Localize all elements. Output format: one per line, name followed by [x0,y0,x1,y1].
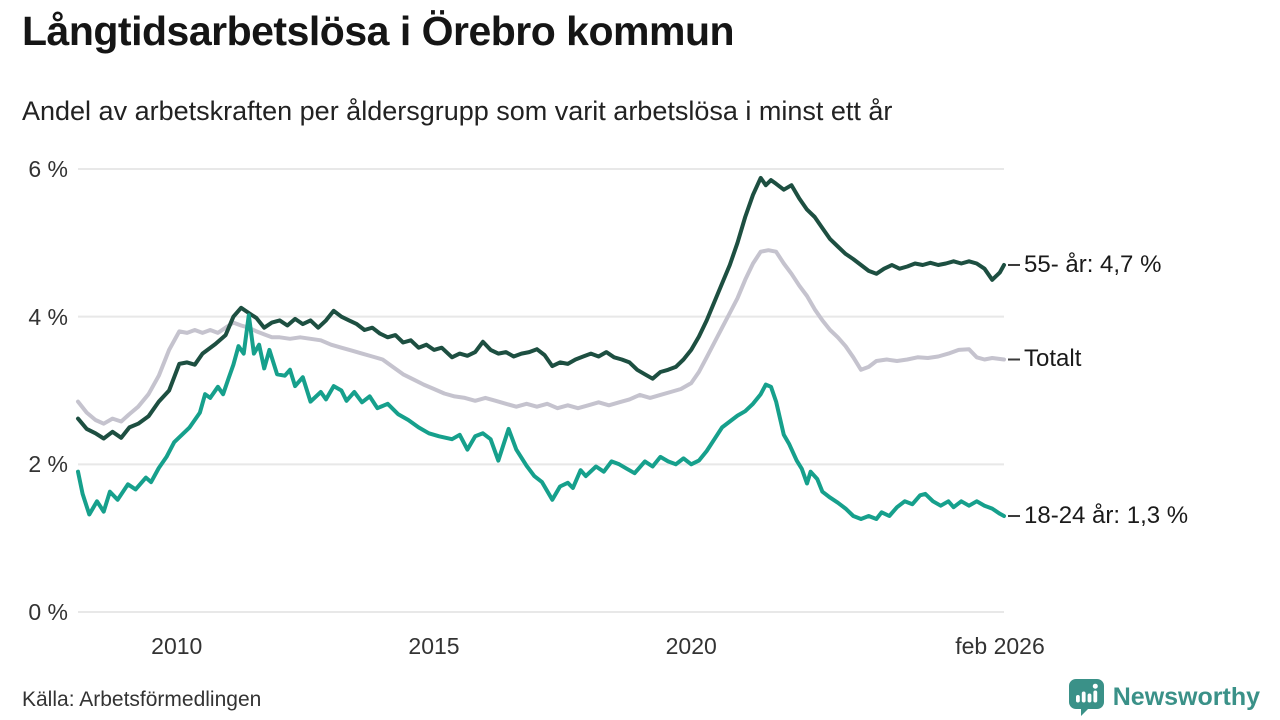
end-label-18-24: 18-24 år: 1,3 % [1024,502,1189,530]
x-tick-label: 2010 [151,633,203,659]
y-tick-label: 0 % [28,599,68,625]
newsworthy-wordmark: Newsworthy [1112,683,1260,711]
series-line-18-24-r [76,313,1006,521]
x-tick-label: 2020 [665,633,717,659]
newsworthy-speech-bubble-bar-chart-icon [1068,679,1104,716]
y-tick-label: 4 % [28,303,68,330]
end-label-totalt: Totalt [1024,345,1082,373]
end-label-55-plus: 55- år: 4,7 % [1024,250,1162,278]
x-tick-label: 2015 [408,633,460,659]
page-subtitle: Andel av arbetskraften per åldersgrupp s… [22,96,893,126]
newsworthy-logo: Newsworthy [1068,678,1260,717]
series-line-55-r [76,175,1006,441]
annotation-dashes [1008,263,1020,518]
x-tick-label: feb 2026 [955,633,1045,659]
series-line-totalt [76,248,1006,426]
page-title: Långtidsarbetslösa i Örebro kommun [22,8,735,54]
y-tick-label: 2 % [28,451,68,478]
source-credit: Källa: Arbetsförmedlingen [22,688,262,711]
y-tick-label: 6 % [28,156,68,182]
series-lines [76,175,1006,521]
